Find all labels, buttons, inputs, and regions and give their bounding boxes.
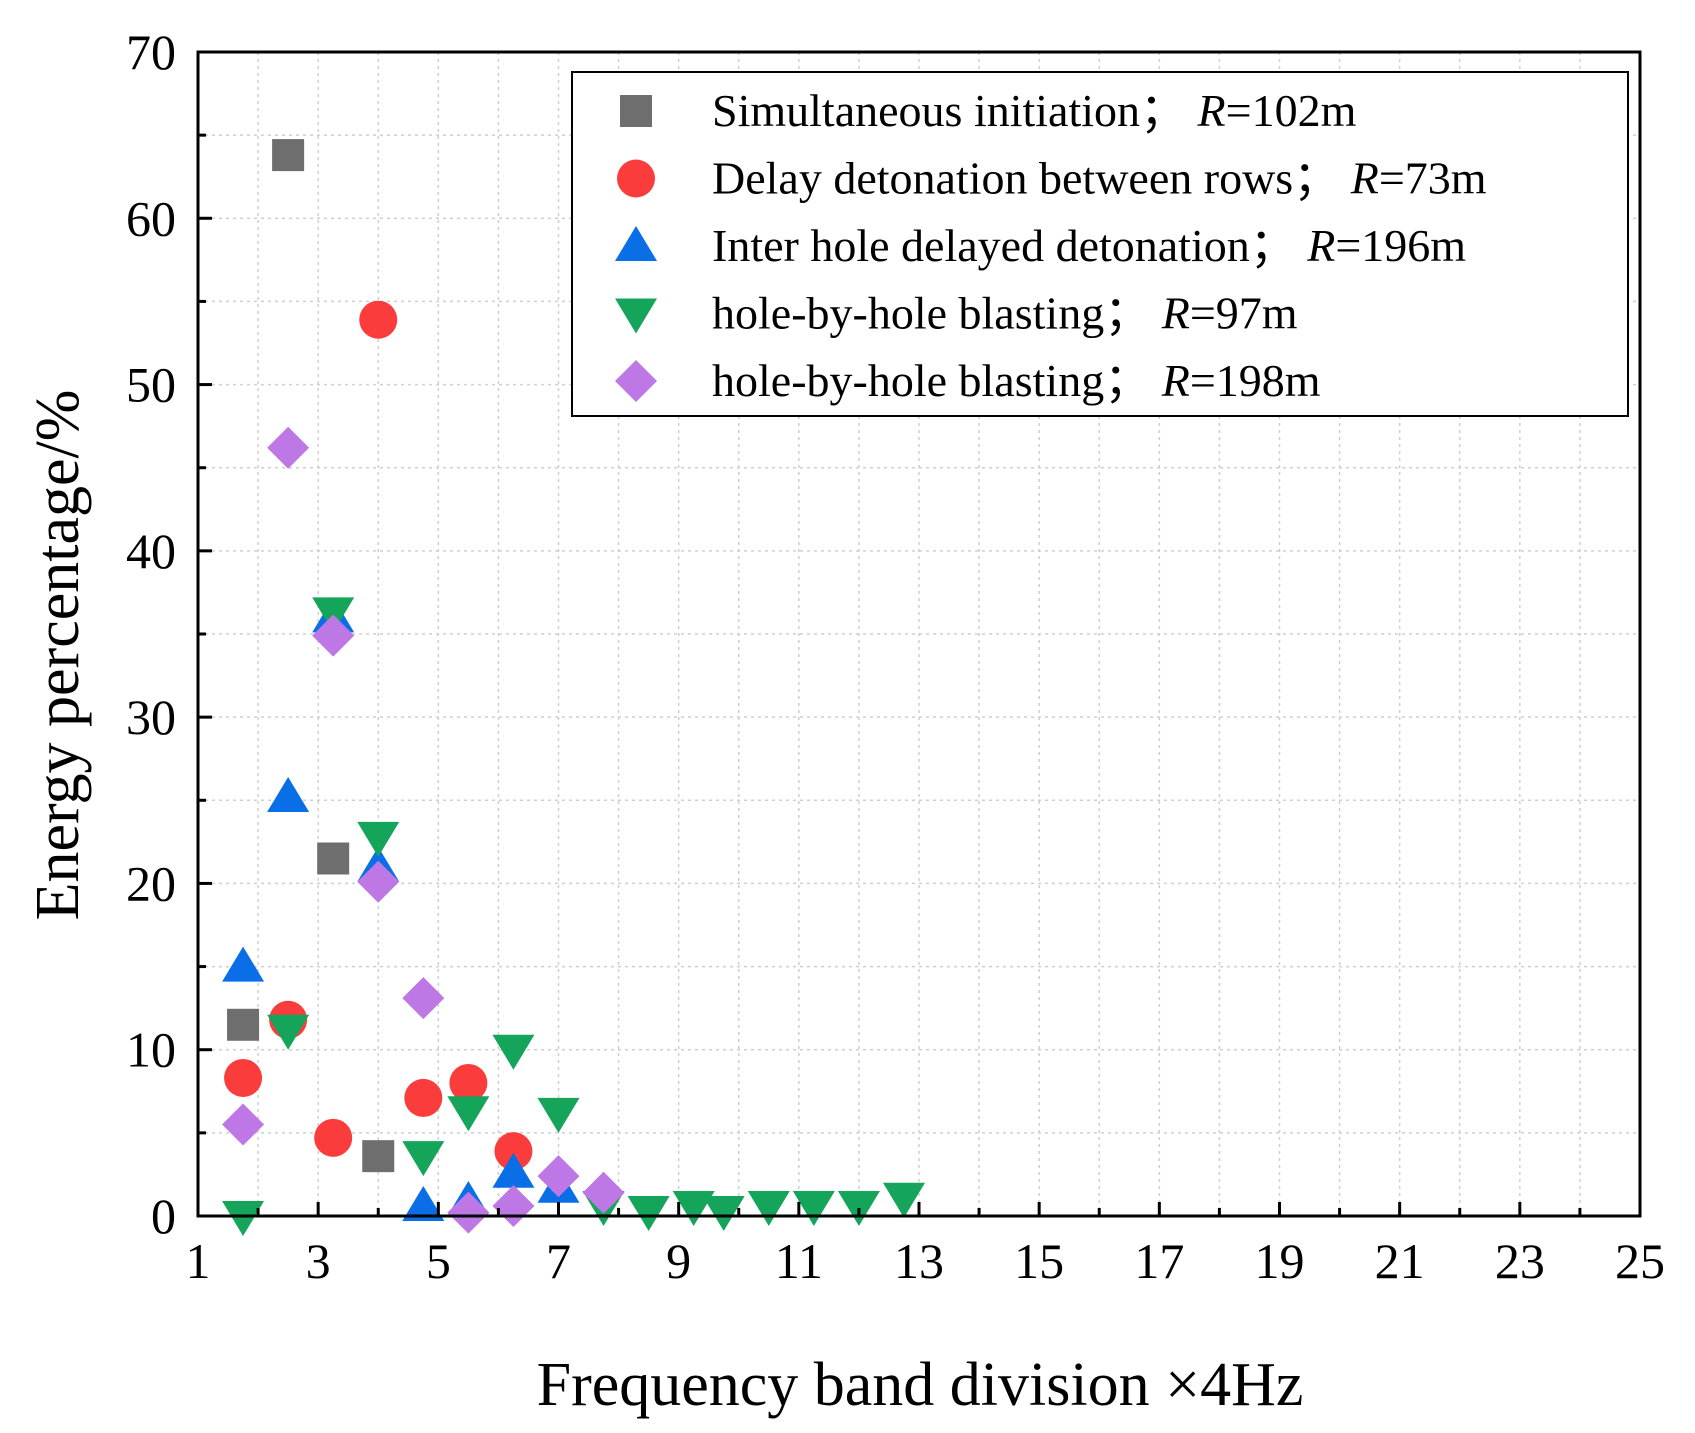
y-tick-labels: 0 10 20 30 40 50 60 70 [126, 24, 176, 1244]
legend-entry-3: Inter hole delayed detonation； R=196m [712, 220, 1466, 271]
x-tick-label: 11 [775, 1233, 823, 1289]
data-point-triangle-down [882, 1182, 925, 1218]
data-point-circle [404, 1078, 443, 1117]
series-2-points [224, 300, 533, 1171]
data-point-triangle-down [267, 1014, 310, 1050]
data-point-diamond [402, 977, 445, 1020]
data-point-square [272, 139, 305, 172]
legend-box [571, 71, 1629, 417]
x-tick-label: 25 [1615, 1233, 1665, 1289]
x-tick-label: 23 [1495, 1233, 1545, 1289]
series-5-points [222, 426, 625, 1234]
y-tick-label: 10 [126, 1022, 176, 1078]
data-point-triangle-down [672, 1191, 715, 1227]
x-tick-label: 7 [546, 1233, 571, 1289]
y-axis-title: Energy percentage/% [24, 390, 92, 921]
data-point-diamond [537, 1155, 580, 1198]
data-point-diamond [447, 1191, 490, 1234]
data-point-triangle-down [702, 1196, 745, 1232]
data-point-triangle-down [627, 1196, 670, 1232]
data-point-triangle-down [402, 1141, 445, 1177]
legend-marker-triangle-down [615, 298, 657, 334]
data-point-square [362, 1140, 395, 1173]
data-point-diamond [222, 1103, 265, 1146]
data-point-diamond [312, 614, 355, 657]
legend-marker-diamond [615, 360, 657, 402]
y-tick-label: 50 [126, 357, 176, 413]
data-points [222, 139, 925, 1236]
data-point-triangle-down [357, 821, 400, 857]
x-tick-label: 5 [426, 1233, 451, 1289]
legend-marker-square [620, 95, 652, 127]
data-point-triangle-down [222, 1201, 265, 1236]
x-tick-labels: 1 3 5 7 9 11 13 15 17 19 21 23 25 [186, 1233, 1666, 1289]
data-point-triangle-up [267, 776, 310, 812]
x-tick-label: 17 [1134, 1233, 1184, 1289]
data-point-circle [224, 1058, 263, 1097]
data-point-diamond [582, 1171, 625, 1214]
legend-entry-1: Simultaneous initiation； R=102m [712, 85, 1357, 136]
y-tick-label: 60 [126, 190, 176, 246]
x-tick-label: 19 [1255, 1233, 1305, 1289]
x-tick-label: 13 [894, 1233, 944, 1289]
x-tick-label: 3 [306, 1233, 331, 1289]
legend-marker-circle [617, 159, 655, 198]
data-point-circle [359, 300, 398, 339]
data-point-triangle-up [492, 1152, 535, 1188]
data-point-diamond [267, 426, 310, 469]
grid-lines [198, 52, 1640, 1216]
data-point-triangle-down [747, 1191, 790, 1227]
data-point-circle [314, 1118, 353, 1157]
x-tick-label: 21 [1375, 1233, 1425, 1289]
legend-entry-4: hole-by-hole blasting； R=97m [712, 288, 1298, 339]
data-point-circle [449, 1063, 488, 1102]
y-tick-label: 40 [126, 523, 176, 579]
legend-marker-triangle-up [615, 226, 657, 261]
data-point-triangle-down [792, 1191, 835, 1227]
data-point-circle [494, 1132, 533, 1171]
data-point-diamond [357, 860, 400, 903]
y-tick-label: 0 [151, 1188, 176, 1244]
data-point-square [227, 1008, 260, 1041]
data-point-triangle-down [447, 1096, 490, 1132]
y-tick-label: 20 [126, 855, 176, 911]
x-axis-title: Frequency band division ×4Hz [537, 1351, 1304, 1419]
data-point-triangle-up [402, 1186, 445, 1222]
legend: Simultaneous initiation； R=102m Delay det… [571, 71, 1629, 417]
axis-ticks [196, 50, 1642, 1218]
y-tick-label: 30 [126, 689, 176, 745]
legend-entry-2: Delay detonation between rows； R=73m [712, 153, 1487, 204]
series-1-points [227, 139, 395, 1173]
x-tick-label: 1 [186, 1233, 211, 1289]
data-point-triangle-down [537, 1097, 580, 1133]
x-tick-label: 15 [1014, 1233, 1064, 1289]
legend-entry-5: hole-by-hole blasting； R=198m [712, 355, 1321, 406]
data-point-triangle-up [222, 946, 265, 982]
data-point-triangle-down [492, 1034, 535, 1070]
y-tick-label: 70 [126, 24, 176, 80]
data-point-square [317, 842, 350, 875]
x-tick-label: 9 [666, 1233, 691, 1289]
